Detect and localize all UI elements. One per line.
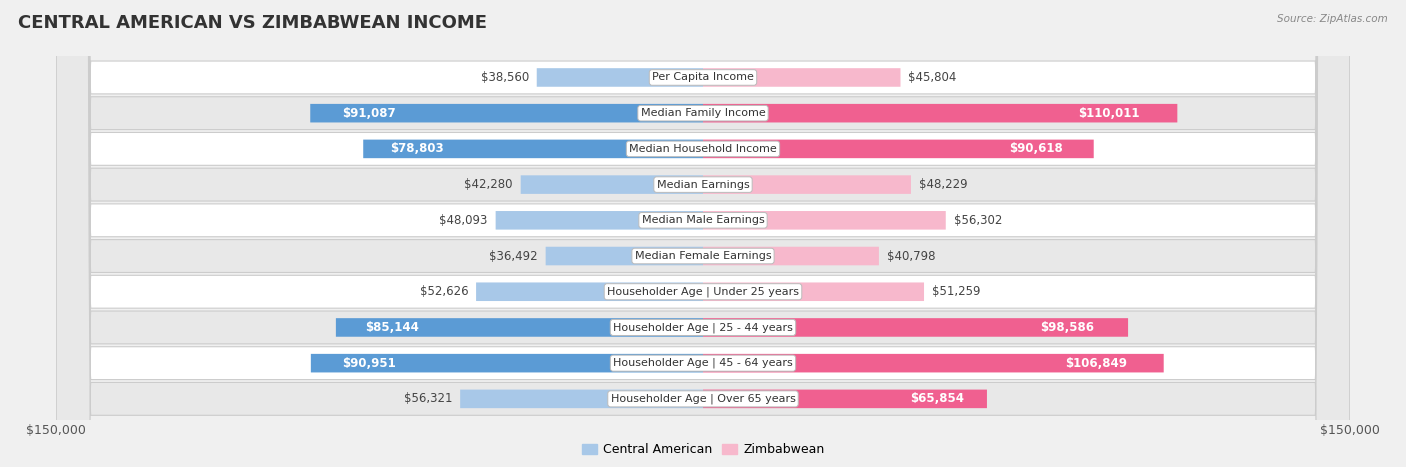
FancyBboxPatch shape [363, 140, 703, 158]
Legend: Central American, Zimbabwean: Central American, Zimbabwean [576, 439, 830, 461]
FancyBboxPatch shape [703, 140, 1094, 158]
FancyBboxPatch shape [520, 175, 703, 194]
Text: $110,011: $110,011 [1078, 106, 1139, 120]
Text: $40,798: $40,798 [887, 249, 935, 262]
Text: Median Family Income: Median Family Income [641, 108, 765, 118]
FancyBboxPatch shape [56, 0, 1350, 467]
FancyBboxPatch shape [496, 211, 703, 230]
Text: $38,560: $38,560 [481, 71, 529, 84]
Text: Source: ZipAtlas.com: Source: ZipAtlas.com [1277, 14, 1388, 24]
Text: $85,144: $85,144 [366, 321, 419, 334]
FancyBboxPatch shape [56, 0, 1350, 467]
FancyBboxPatch shape [703, 211, 946, 230]
FancyBboxPatch shape [703, 68, 900, 87]
Text: $91,087: $91,087 [342, 106, 395, 120]
Text: Householder Age | Over 65 years: Householder Age | Over 65 years [610, 394, 796, 404]
Text: $36,492: $36,492 [489, 249, 538, 262]
Text: Householder Age | Under 25 years: Householder Age | Under 25 years [607, 286, 799, 297]
Text: $90,951: $90,951 [342, 357, 396, 370]
Text: $48,229: $48,229 [918, 178, 967, 191]
Text: $42,280: $42,280 [464, 178, 513, 191]
FancyBboxPatch shape [56, 0, 1350, 467]
Text: $51,259: $51,259 [932, 285, 980, 298]
Text: $106,849: $106,849 [1064, 357, 1126, 370]
FancyBboxPatch shape [703, 354, 1164, 373]
Text: $56,302: $56,302 [953, 214, 1002, 227]
Text: Median Household Income: Median Household Income [628, 144, 778, 154]
Text: $78,803: $78,803 [391, 142, 444, 156]
FancyBboxPatch shape [56, 0, 1350, 467]
FancyBboxPatch shape [56, 0, 1350, 467]
FancyBboxPatch shape [56, 0, 1350, 467]
FancyBboxPatch shape [703, 389, 987, 408]
FancyBboxPatch shape [311, 354, 703, 373]
FancyBboxPatch shape [477, 283, 703, 301]
FancyBboxPatch shape [546, 247, 703, 265]
Text: $45,804: $45,804 [908, 71, 956, 84]
FancyBboxPatch shape [703, 283, 924, 301]
FancyBboxPatch shape [56, 0, 1350, 467]
Text: Median Female Earnings: Median Female Earnings [634, 251, 772, 261]
Text: $56,321: $56,321 [404, 392, 453, 405]
Text: $52,626: $52,626 [420, 285, 468, 298]
FancyBboxPatch shape [703, 175, 911, 194]
Text: $90,618: $90,618 [1008, 142, 1063, 156]
Text: Householder Age | 45 - 64 years: Householder Age | 45 - 64 years [613, 358, 793, 368]
FancyBboxPatch shape [703, 318, 1128, 337]
FancyBboxPatch shape [460, 389, 703, 408]
FancyBboxPatch shape [56, 0, 1350, 467]
Text: $48,093: $48,093 [440, 214, 488, 227]
Text: Householder Age | 25 - 44 years: Householder Age | 25 - 44 years [613, 322, 793, 333]
FancyBboxPatch shape [703, 104, 1177, 122]
Text: $98,586: $98,586 [1040, 321, 1094, 334]
FancyBboxPatch shape [537, 68, 703, 87]
Text: CENTRAL AMERICAN VS ZIMBABWEAN INCOME: CENTRAL AMERICAN VS ZIMBABWEAN INCOME [18, 14, 488, 32]
FancyBboxPatch shape [336, 318, 703, 337]
Text: Median Earnings: Median Earnings [657, 180, 749, 190]
Text: $65,854: $65,854 [910, 392, 965, 405]
FancyBboxPatch shape [311, 104, 703, 122]
Text: Median Male Earnings: Median Male Earnings [641, 215, 765, 225]
Text: Per Capita Income: Per Capita Income [652, 72, 754, 83]
FancyBboxPatch shape [56, 0, 1350, 467]
FancyBboxPatch shape [703, 247, 879, 265]
FancyBboxPatch shape [56, 0, 1350, 467]
